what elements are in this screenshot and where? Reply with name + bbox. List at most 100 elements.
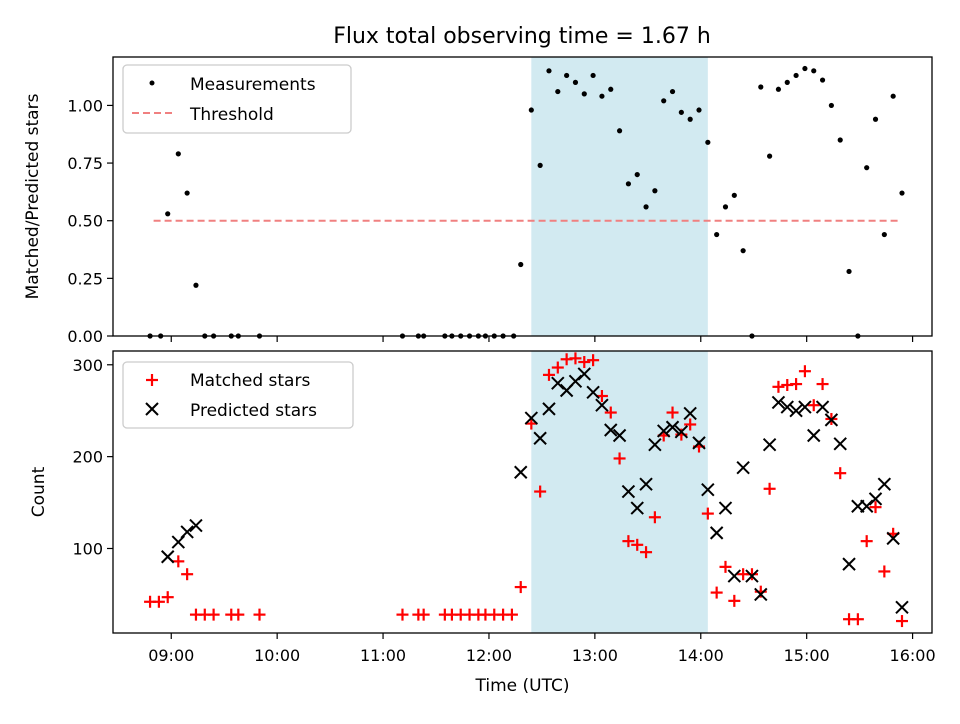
matched-point (505, 608, 518, 621)
measurement-point (184, 190, 190, 196)
measurement-point (537, 162, 543, 168)
measurement-point (564, 72, 570, 79)
matched-point (578, 356, 591, 369)
legend-matched-marker (146, 374, 158, 386)
predicted-point (877, 477, 892, 491)
predicted-point (736, 460, 750, 475)
predicted-point (780, 400, 794, 414)
matched-point (878, 565, 891, 578)
predicted-point (754, 587, 768, 602)
bottom-legend: Matched stars Predicted stars (122, 361, 354, 429)
legend-measurement-marker (149, 80, 155, 86)
predicted-point (621, 484, 636, 499)
predicted-point (789, 403, 803, 418)
measurement-point (608, 86, 614, 92)
measurement-point (802, 65, 808, 72)
predicted-point (745, 569, 759, 583)
matched-point (542, 368, 555, 381)
predicted-point (639, 477, 653, 491)
bottom-xtick-label: 14:00 (678, 646, 724, 665)
bottom-xtick-label: 09:00 (148, 646, 194, 665)
predicted-star-points (161, 367, 909, 614)
bottom-xtick-label: 13:00 (572, 646, 618, 665)
measurement-point (572, 79, 579, 85)
top-panel: 0.00 0.25 0.50 0.75 1.00 Matched/Predicted s… (23, 56, 933, 346)
matched-point (631, 538, 644, 551)
measurement-point (846, 268, 852, 275)
bottom-ytick-label: 300 (72, 356, 103, 375)
matched-point (719, 560, 732, 573)
matched-point (207, 608, 220, 621)
measurement-point (881, 231, 887, 238)
matched-point (152, 595, 165, 608)
predicted-point (727, 569, 742, 583)
matched-point (860, 535, 873, 548)
legend-predicted-label: Predicted stars (190, 401, 317, 421)
predicted-point (683, 406, 697, 421)
chart-title: Flux total observing time = 1.67 h (333, 24, 711, 49)
predicted-point (718, 501, 733, 515)
measurement-point (740, 248, 746, 254)
predicted-point (648, 437, 662, 452)
legend-matched-label: Matched stars (190, 371, 310, 391)
predicted-point (859, 499, 874, 513)
measurement-point (652, 188, 658, 194)
predicted-point (514, 465, 528, 479)
bottom-xtick-label: 16:00 (890, 646, 936, 665)
matched-point (587, 354, 600, 367)
bottom-legend-box (122, 361, 354, 429)
matched-point (640, 546, 653, 559)
predicted-point (551, 376, 565, 390)
matched-point (551, 361, 564, 374)
matched-point (417, 608, 430, 621)
top-ytick-label: 0.25 (67, 269, 103, 288)
measurement-point (590, 72, 596, 79)
matched-point (525, 417, 538, 430)
bottom-axis-ticks: 100 200 300 09:00 10:00 11:00 12:00 13:00 14:00 1… (72, 356, 935, 665)
top-ytick-label: 0.75 (67, 154, 103, 173)
matched-point (613, 452, 626, 465)
predicted-point (595, 398, 609, 412)
measurement-point (714, 231, 720, 238)
matched-point (763, 482, 776, 495)
predicted-point (798, 400, 812, 414)
measurement-point (661, 98, 667, 104)
matched-point (396, 608, 409, 621)
bottom-ytick-label: 100 (72, 539, 103, 558)
measurement-point (864, 165, 870, 171)
top-ytick-label: 1.00 (67, 96, 103, 115)
measurement-point (784, 79, 790, 85)
predicted-point (665, 420, 680, 434)
measurement-point (555, 88, 561, 95)
top-ytick-label: 0.50 (67, 212, 103, 231)
matched-point (666, 406, 679, 419)
measurement-point (669, 88, 676, 95)
predicted-point (524, 411, 539, 425)
measurement-point (793, 72, 799, 79)
matched-point (834, 467, 847, 480)
matched-point (710, 586, 723, 599)
legend-measurements-label: Measurements (190, 75, 316, 95)
predicted-point (771, 395, 786, 410)
predicted-point (807, 428, 821, 443)
measurement-point (528, 107, 534, 113)
matched-point (895, 615, 908, 628)
legend-threshold-label: Threshold (189, 105, 274, 125)
predicted-point (833, 437, 847, 451)
predicted-point (674, 425, 689, 439)
top-axes-frame (112, 56, 933, 337)
matched-point (816, 378, 829, 391)
matched-star-points (144, 352, 908, 628)
matched-point (790, 378, 803, 391)
measurement-point (890, 93, 896, 99)
legend-predicted-marker (145, 402, 159, 416)
predicted-point (542, 402, 556, 416)
matched-point (604, 406, 617, 419)
measurement-point (828, 102, 834, 109)
measurement-point (687, 116, 693, 122)
bottom-y-axis-label: Count (29, 466, 49, 517)
matched-point (514, 581, 527, 594)
matched-point (701, 507, 714, 520)
measurement-point (705, 139, 711, 145)
measurement-point (758, 84, 764, 90)
